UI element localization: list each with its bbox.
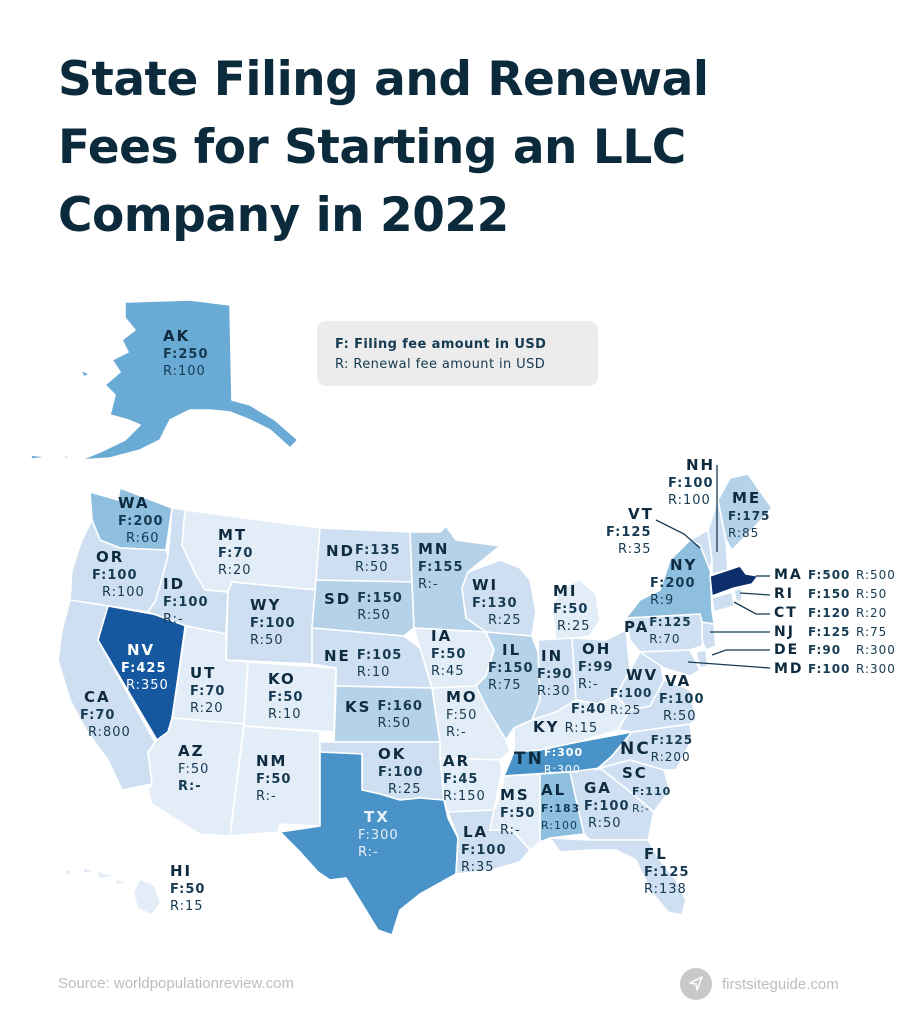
label-VT: VT F:125 R:35	[606, 505, 654, 557]
label-OK: OK F:100 R:25	[378, 745, 424, 797]
legend-renewal: R: Renewal fee amount in USD	[335, 357, 546, 372]
label-ID: ID F:100 R:-	[163, 575, 209, 627]
label-CA: CA F:70 R:800	[80, 688, 131, 740]
state-HI[interactable]	[66, 868, 160, 914]
callout-DE: DE F:90 R:300	[774, 642, 896, 658]
page-title: State Filing and Renewal Fees for Starti…	[58, 46, 818, 250]
label-WA: WA F:200 R:60	[118, 494, 164, 546]
map-legend: F: Filing fee amount in USD R: Renewal f…	[317, 321, 598, 386]
label-SC: SC F:110 R:-	[622, 764, 672, 815]
label-ND: ND F:135 R:50	[326, 542, 401, 575]
label-AZ: AZ F:50 R:-	[178, 742, 210, 794]
paper-plane-icon	[680, 968, 712, 1000]
label-MS: MS F:50 R:-	[500, 786, 536, 838]
label-KS: KS F:160 R:50	[345, 698, 423, 731]
title-line-3: Company in 2022	[58, 188, 509, 243]
label-KY: F:40 KY R:15	[533, 702, 607, 736]
legend-filing: F: Filing fee amount in USD	[335, 337, 547, 352]
state-NM[interactable]	[229, 725, 321, 837]
state-AL[interactable]	[539, 771, 585, 843]
state-SD[interactable]	[311, 579, 415, 637]
label-PA: PA F:125 R:70	[624, 615, 692, 646]
label-OR: OR F:100 R:100	[92, 548, 145, 600]
label-MO: MO F:50 R:-	[446, 688, 478, 740]
state-MI[interactable]	[551, 579, 601, 641]
label-OH: OH F:99 R:-	[578, 640, 614, 692]
label-UT: UT F:70 R:20	[190, 664, 226, 716]
label-MN: MN F:155 R:-	[418, 540, 464, 592]
brand-name: firstsiteguide.com	[722, 975, 839, 993]
callout-MD: MD F:100 R:300	[774, 661, 896, 677]
label-AL: AL F:183 R:100	[541, 781, 581, 832]
title-line-1: State Filing and Renewal	[58, 52, 709, 107]
brand-link[interactable]: firstsiteguide.com	[680, 968, 839, 1000]
state-MD[interactable]	[639, 649, 701, 677]
label-ME: ME F:175 R:85	[728, 489, 771, 540]
label-FL: FL F:125 R:138	[644, 845, 690, 897]
state-ME[interactable]	[717, 473, 773, 551]
state-CT[interactable]	[711, 591, 735, 613]
source-credit: Source: worldpopulationreview.com	[58, 975, 294, 992]
label-WV: WV F:100 R:25	[610, 666, 659, 717]
label-NH: NH F:100 R:100	[668, 456, 716, 508]
label-NM: NM F:50 R:-	[256, 752, 292, 804]
label-WI: WI F:130 R:25	[472, 576, 522, 628]
label-WY: WY F:100 R:50	[250, 596, 296, 648]
label-LA: LA F:100 R:35	[461, 823, 507, 875]
label-VA: VA F:100 R:50	[659, 672, 705, 724]
label-AR: AR F:45 R:150	[443, 752, 486, 804]
label-IA: IA F:50 R:45	[431, 627, 467, 679]
label-NV: NV F:425 R:350	[121, 641, 169, 693]
label-HI: HI F:50 R:15	[170, 862, 206, 914]
callout-RI: RI F:150 R:50	[774, 586, 888, 602]
state-WI[interactable]	[461, 559, 537, 637]
label-MI: MI F:50 R:25	[553, 582, 591, 634]
label-IN: IN F:90 R:30	[537, 647, 573, 699]
label-NY: NY F:200 R:9	[650, 556, 698, 608]
state-NC[interactable]	[595, 723, 693, 771]
state-MA[interactable]	[709, 565, 759, 597]
label-SD: SD F:150 R:50	[324, 590, 403, 623]
label-TX: TX F:300 R:-	[358, 808, 399, 860]
label-NC: NC F:125 R:200	[620, 733, 694, 764]
title-line-2: Fees for Starting an LLC	[58, 120, 686, 175]
state-TX[interactable]	[279, 751, 459, 936]
label-IL: IL F:150 R:75	[488, 641, 534, 693]
state-AK[interactable]	[79, 299, 299, 461]
state-RI[interactable]	[733, 587, 743, 603]
state-IL[interactable]	[475, 631, 541, 741]
label-KO: KO F:50 R:10	[268, 670, 304, 722]
label-GA: GA F:100 R:50	[584, 779, 630, 831]
callout-CT: CT F:120 R:20	[774, 605, 888, 621]
state-WV[interactable]	[615, 651, 665, 711]
label-AK: AK F:250 R:100	[163, 327, 209, 379]
label-NE: NE F:105 R:10	[324, 647, 403, 680]
state-FL[interactable]	[549, 837, 687, 916]
state-NJ[interactable]	[701, 621, 717, 651]
label-TN: TN F:300 R:300	[514, 746, 584, 776]
label-MT: MT F:70 R:20	[218, 526, 254, 578]
state-WY[interactable]	[225, 581, 317, 665]
callout-NJ: NJ F:125 R:75	[774, 624, 888, 640]
callout-MA: MA F:500 R:500	[774, 567, 896, 583]
state-VT[interactable]	[689, 529, 713, 571]
